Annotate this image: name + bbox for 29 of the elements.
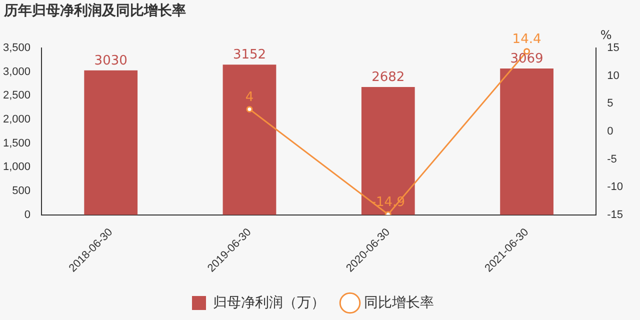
y-tick-label: 500 xyxy=(12,185,31,198)
y2-tick-label: -15 xyxy=(607,208,624,221)
y2-tick-label: -10 xyxy=(607,181,624,194)
y-tick-label: 3,000 xyxy=(2,66,31,78)
y-tick-label: 1,000 xyxy=(2,161,31,174)
y-tick-label: 0 xyxy=(24,208,31,221)
data-label: 14.4 xyxy=(512,32,542,48)
y2-tick-label: -5 xyxy=(607,153,617,166)
bar xyxy=(222,64,276,215)
data-label: 4 xyxy=(245,90,254,106)
bar xyxy=(500,68,554,215)
y2-axis-title: % xyxy=(600,28,612,42)
y2-tick-label: 0 xyxy=(607,125,614,138)
y2-tick-label: 15 xyxy=(607,42,620,54)
chart-title: 历年归母净利润及同比增长率 xyxy=(2,2,187,21)
legend-label: 归母净利润（万） xyxy=(213,294,325,310)
bar xyxy=(84,70,138,215)
data-label: 3152 xyxy=(232,47,266,62)
y-tick-label: 2,000 xyxy=(2,114,31,126)
point xyxy=(246,106,253,112)
y2-tick-label: 5 xyxy=(607,98,614,110)
legend-label: 同比增长率 xyxy=(364,294,434,310)
bar xyxy=(361,87,415,215)
y-tick-label: 3,500 xyxy=(2,42,31,54)
y2-tick-label: 10 xyxy=(607,70,620,82)
data-label: 2682 xyxy=(372,70,405,85)
y-tick-label: 1,500 xyxy=(2,137,31,150)
data-label: 3030 xyxy=(94,53,128,68)
y-tick-label: 2,500 xyxy=(2,90,31,102)
